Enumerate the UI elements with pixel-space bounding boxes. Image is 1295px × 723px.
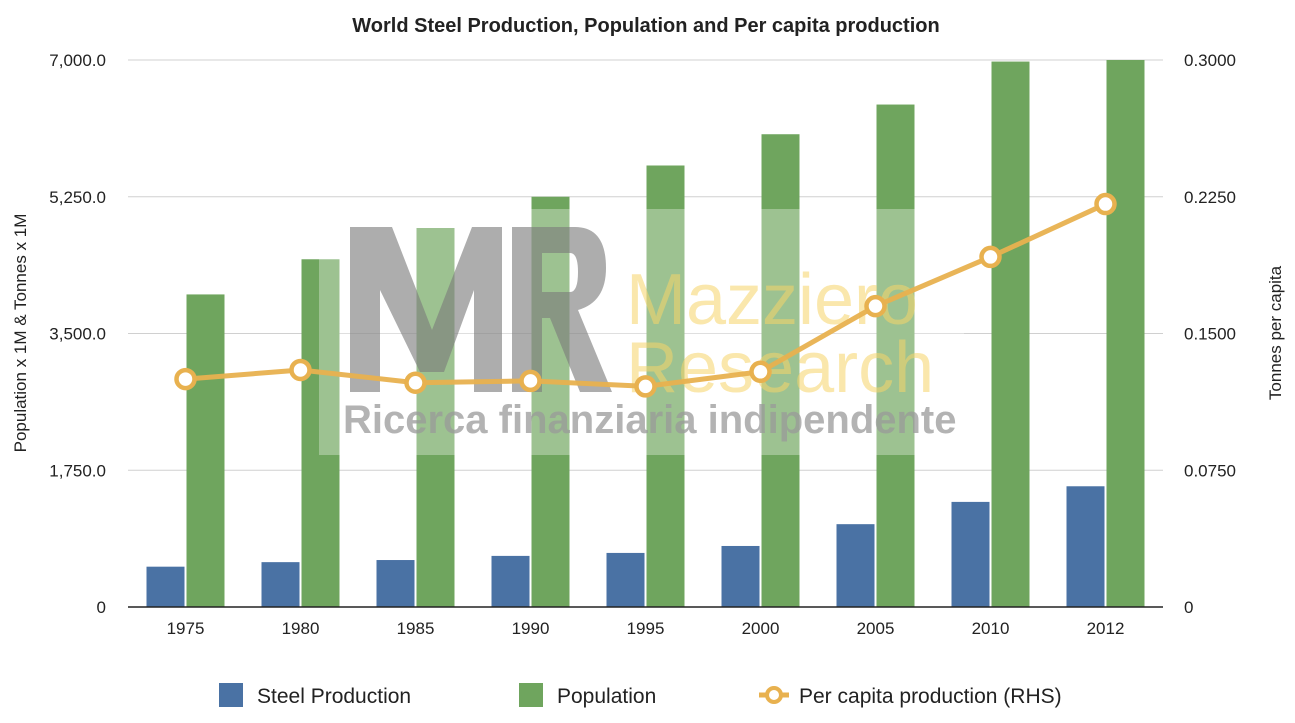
bar-steel-production [606, 552, 645, 607]
bar-steel-production [951, 501, 990, 607]
chart-title: World Steel Production, Population and P… [352, 15, 939, 37]
watermark: Mazziero Research Ricerca finanziaria in… [319, 209, 964, 455]
legend-steel-swatch [219, 683, 243, 707]
bar-steel-production [836, 524, 875, 607]
bars [146, 60, 1145, 607]
bar-steel-production [491, 555, 530, 607]
legend-population-label: Population [557, 685, 656, 708]
per-capita-point [864, 294, 887, 318]
per-capita-point [289, 358, 312, 382]
watermark-tagline: Ricerca finanziaria indipendente [343, 398, 957, 442]
legend-population-swatch [519, 683, 543, 707]
y-right-tick-label: 0.0750 [1184, 461, 1236, 480]
y-right-tick-label: 0.1500 [1184, 325, 1236, 344]
x-tick-label: 1995 [627, 619, 665, 638]
y-left-tick-label: 0 [97, 598, 106, 617]
legend-steel-label: Steel Production [257, 685, 411, 708]
bar-steel-production [1066, 486, 1105, 607]
bar-steel-production [376, 560, 415, 607]
grid-lines [128, 59, 1163, 471]
y-left-tick-label: 1,750.0 [49, 461, 106, 480]
x-tick-label: 2000 [742, 619, 780, 638]
bar-steel-production [146, 566, 185, 607]
y-left-tick-label: 7,000.0 [49, 51, 106, 70]
y-left-axis-title: Population x 1M & Tonnes x 1M [11, 214, 30, 453]
y-right-tick-label: 0 [1184, 598, 1193, 617]
per-capita-line [174, 192, 1117, 398]
per-capita-point [174, 367, 197, 391]
legend-per-capita-label: Per capita production (RHS) [799, 685, 1062, 708]
y-left-tick-label: 3,500.0 [49, 325, 106, 344]
bar-population [186, 294, 225, 607]
watermark-line2: Research [626, 328, 934, 408]
per-capita-point [404, 371, 427, 394]
bar-population [301, 259, 340, 607]
bar-steel-production [721, 545, 760, 607]
per-capita-point [519, 369, 542, 393]
legend-per-capita-marker [765, 686, 783, 704]
x-tick-label: 1980 [282, 619, 320, 638]
bar-steel-production [261, 562, 300, 607]
x-tick-label: 2005 [857, 619, 895, 638]
per-capita-point [1094, 192, 1117, 216]
bar-population [991, 61, 1030, 607]
y-right-tick-label: 0.2250 [1184, 188, 1236, 207]
y-right-axis-title: Tonnes per capita [1266, 265, 1285, 400]
per-capita-point [979, 245, 1002, 269]
bar-population [1106, 60, 1145, 607]
axes: 0 1,750.0 3,500.0 5,250.0 7,000.0 0 0.0750 0.15… [49, 51, 1236, 638]
x-tick-label: 1985 [397, 619, 435, 638]
per-capita-point [749, 360, 772, 384]
y-right-tick-label: 0.3000 [1184, 51, 1236, 70]
x-tick-label: 1975 [167, 619, 205, 638]
x-tick-label: 2010 [972, 619, 1010, 638]
legend: Steel Production Population Per capita pro… [219, 683, 1062, 708]
bar-population [876, 104, 915, 607]
per-capita-point [634, 375, 657, 398]
watermark-logo-m-shape [350, 227, 502, 392]
x-tick-label: 2012 [1087, 619, 1125, 638]
x-tick-label: 1990 [512, 619, 550, 638]
watermark-logo-r-shape [512, 227, 612, 392]
y-left-tick-label: 5,250.0 [49, 188, 106, 207]
